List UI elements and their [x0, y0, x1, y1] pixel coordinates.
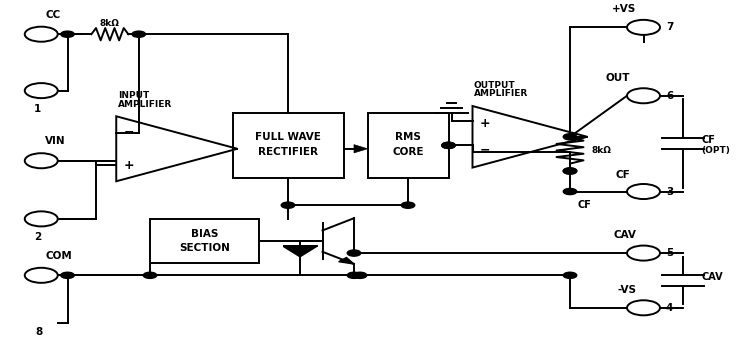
- Text: +VS: +VS: [612, 4, 636, 14]
- Polygon shape: [354, 145, 368, 153]
- Text: 5: 5: [666, 248, 674, 258]
- Text: 8kΩ: 8kΩ: [100, 19, 120, 28]
- Circle shape: [627, 184, 660, 199]
- Bar: [150, 219, 259, 263]
- Circle shape: [627, 246, 660, 261]
- Text: CAV: CAV: [701, 272, 723, 282]
- Text: −: −: [480, 144, 490, 157]
- Circle shape: [353, 272, 367, 278]
- Circle shape: [347, 250, 361, 256]
- Text: 4: 4: [666, 303, 674, 313]
- Text: 1: 1: [34, 104, 41, 114]
- Bar: [232, 113, 344, 178]
- Circle shape: [281, 202, 295, 208]
- Circle shape: [627, 300, 660, 315]
- Text: AMPLIFIER: AMPLIFIER: [118, 100, 172, 109]
- Polygon shape: [284, 246, 316, 256]
- Text: RMS: RMS: [395, 132, 421, 142]
- Circle shape: [25, 153, 58, 168]
- Circle shape: [61, 272, 74, 278]
- Text: −: −: [124, 126, 134, 139]
- Text: 2: 2: [34, 232, 41, 242]
- Text: COM: COM: [45, 251, 72, 261]
- Text: BIAS: BIAS: [190, 229, 218, 239]
- Text: FULL WAVE: FULL WAVE: [255, 132, 321, 142]
- Circle shape: [347, 272, 361, 278]
- Text: +: +: [480, 117, 490, 130]
- Text: -VS: -VS: [617, 285, 636, 295]
- Text: CORE: CORE: [392, 147, 424, 157]
- Text: AMPLIFIER: AMPLIFIER: [474, 90, 528, 98]
- Circle shape: [563, 272, 577, 278]
- Text: CAV: CAV: [614, 230, 636, 240]
- Circle shape: [563, 168, 577, 174]
- Bar: [368, 113, 448, 178]
- Text: 3: 3: [666, 186, 674, 197]
- Polygon shape: [339, 258, 354, 264]
- Text: CF: CF: [615, 170, 630, 180]
- Circle shape: [401, 202, 415, 208]
- Circle shape: [143, 272, 157, 278]
- Circle shape: [563, 134, 577, 140]
- Text: VIN: VIN: [45, 136, 66, 146]
- Circle shape: [61, 31, 74, 37]
- Circle shape: [442, 142, 455, 148]
- Text: CF: CF: [578, 200, 591, 210]
- Text: +: +: [124, 159, 134, 172]
- Text: RECTIFIER: RECTIFIER: [258, 147, 318, 157]
- Text: 8kΩ: 8kΩ: [591, 146, 610, 155]
- Text: 7: 7: [666, 22, 674, 32]
- Circle shape: [132, 31, 146, 37]
- Circle shape: [25, 27, 58, 42]
- Text: OUTPUT: OUTPUT: [474, 81, 516, 90]
- Circle shape: [627, 20, 660, 35]
- Circle shape: [25, 83, 58, 98]
- Text: 8: 8: [35, 327, 43, 337]
- Text: OUT: OUT: [605, 73, 630, 83]
- Text: (OPT): (OPT): [701, 146, 730, 155]
- Text: SECTION: SECTION: [179, 243, 230, 253]
- Circle shape: [563, 188, 577, 195]
- Circle shape: [25, 211, 58, 226]
- Circle shape: [627, 88, 660, 103]
- Circle shape: [25, 268, 58, 283]
- Circle shape: [442, 142, 455, 148]
- Text: CC: CC: [45, 10, 60, 20]
- Text: CF: CF: [701, 134, 715, 145]
- Circle shape: [563, 168, 577, 174]
- Text: INPUT: INPUT: [118, 91, 149, 100]
- Text: 6: 6: [666, 91, 674, 101]
